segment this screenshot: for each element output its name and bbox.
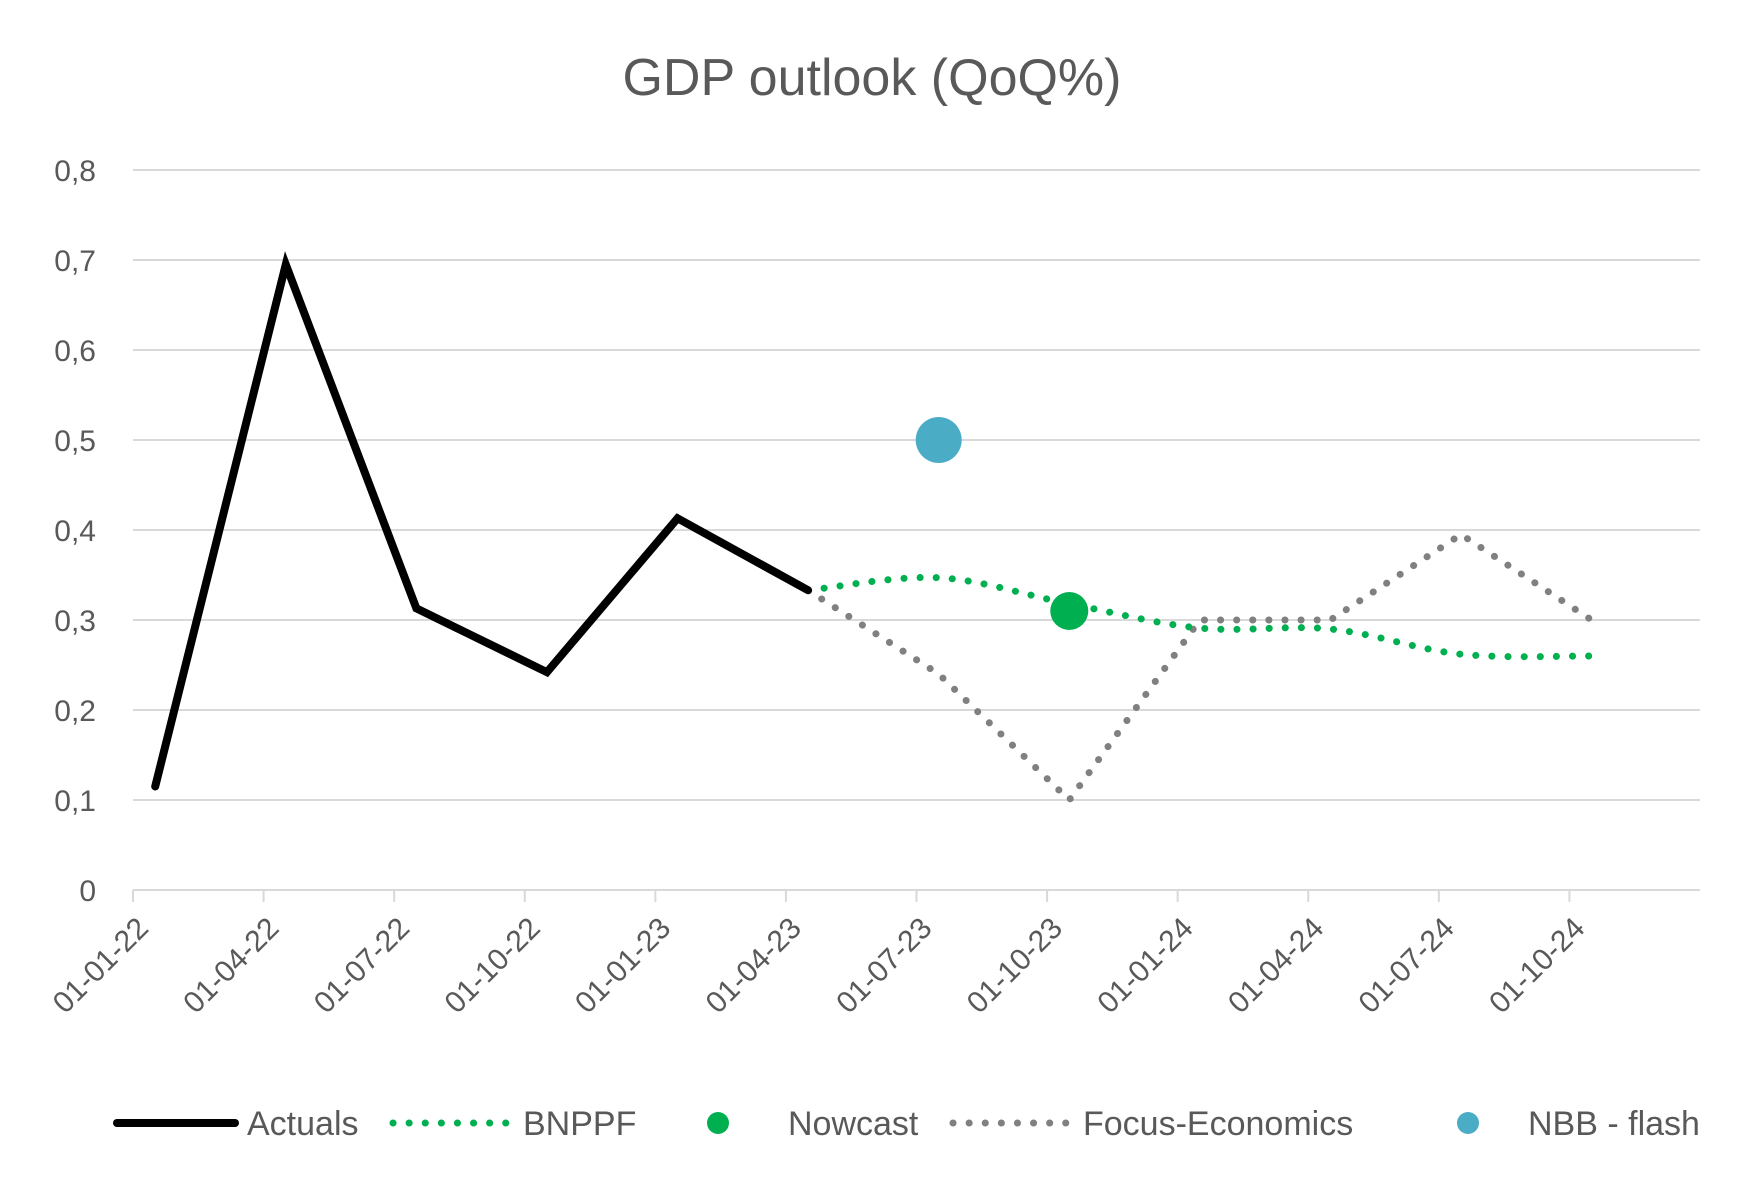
legend-label-nowcast: Nowcast (788, 1105, 919, 1143)
x-tick-label: 01-07-22 (308, 912, 416, 1020)
y-tick-label: 0 (79, 875, 96, 908)
chart-title: GDP outlook (QoQ%) (622, 49, 1121, 107)
legend-label-nbb-flash: NBB - flash (1528, 1105, 1700, 1143)
x-tick-label: 01-01-23 (569, 912, 677, 1020)
x-tick-label: 01-04-24 (1222, 912, 1330, 1020)
series-lines (151, 251, 1596, 806)
x-tick-label: 01-10-23 (961, 912, 1069, 1020)
x-tick-label: 01-01-24 (1091, 912, 1199, 1020)
legend-swatch-nowcast (707, 1112, 729, 1134)
x-tick-label: 01-04-23 (700, 912, 808, 1020)
legend-swatch-nbb-flash (1457, 1112, 1479, 1134)
y-axis-ticks: 0 0,1 0,2 0,3 0,4 0,5 0,6 0,7 0,8 (54, 155, 96, 908)
y-tick-label: 0,4 (54, 515, 96, 548)
series-line-focus-economics (804, 530, 1596, 806)
y-tick-label: 0,7 (54, 245, 96, 278)
y-tick-label: 0,6 (54, 335, 96, 368)
legend: Actuals BNPPF Nowcast Focus-Economics NBB - … (113, 1105, 1700, 1143)
y-tick-label: 0,1 (54, 785, 96, 818)
x-tick-label: 01-01-22 (47, 912, 155, 1020)
x-tick-label: 01-07-23 (830, 912, 938, 1020)
y-tick-label: 0,5 (54, 425, 96, 458)
x-tick-label: 01-10-24 (1483, 912, 1591, 1020)
series-line-actuals (151, 251, 813, 791)
series-marker-nbb-flash (915, 417, 962, 463)
legend-label-focus-economics: Focus-Economics (1083, 1105, 1353, 1143)
y-tick-label: 0,8 (54, 155, 96, 188)
y-tick-label: 0,2 (54, 695, 96, 728)
series-marker-nowcast (1050, 592, 1089, 630)
series-line-bnppf (804, 573, 1596, 661)
y-tick-label: 0,3 (54, 605, 96, 638)
x-tick-label: 01-07-24 (1353, 912, 1461, 1020)
legend-label-actuals: Actuals (247, 1105, 359, 1143)
x-tick-label: 01-04-22 (177, 912, 285, 1020)
x-tick-label: 01-10-22 (438, 912, 546, 1020)
legend-label-bnppf: BNPPF (523, 1105, 636, 1143)
x-axis: 01-01-22 01-04-22 01-07-22 01-10-22 01-01-23… (47, 889, 1700, 1020)
